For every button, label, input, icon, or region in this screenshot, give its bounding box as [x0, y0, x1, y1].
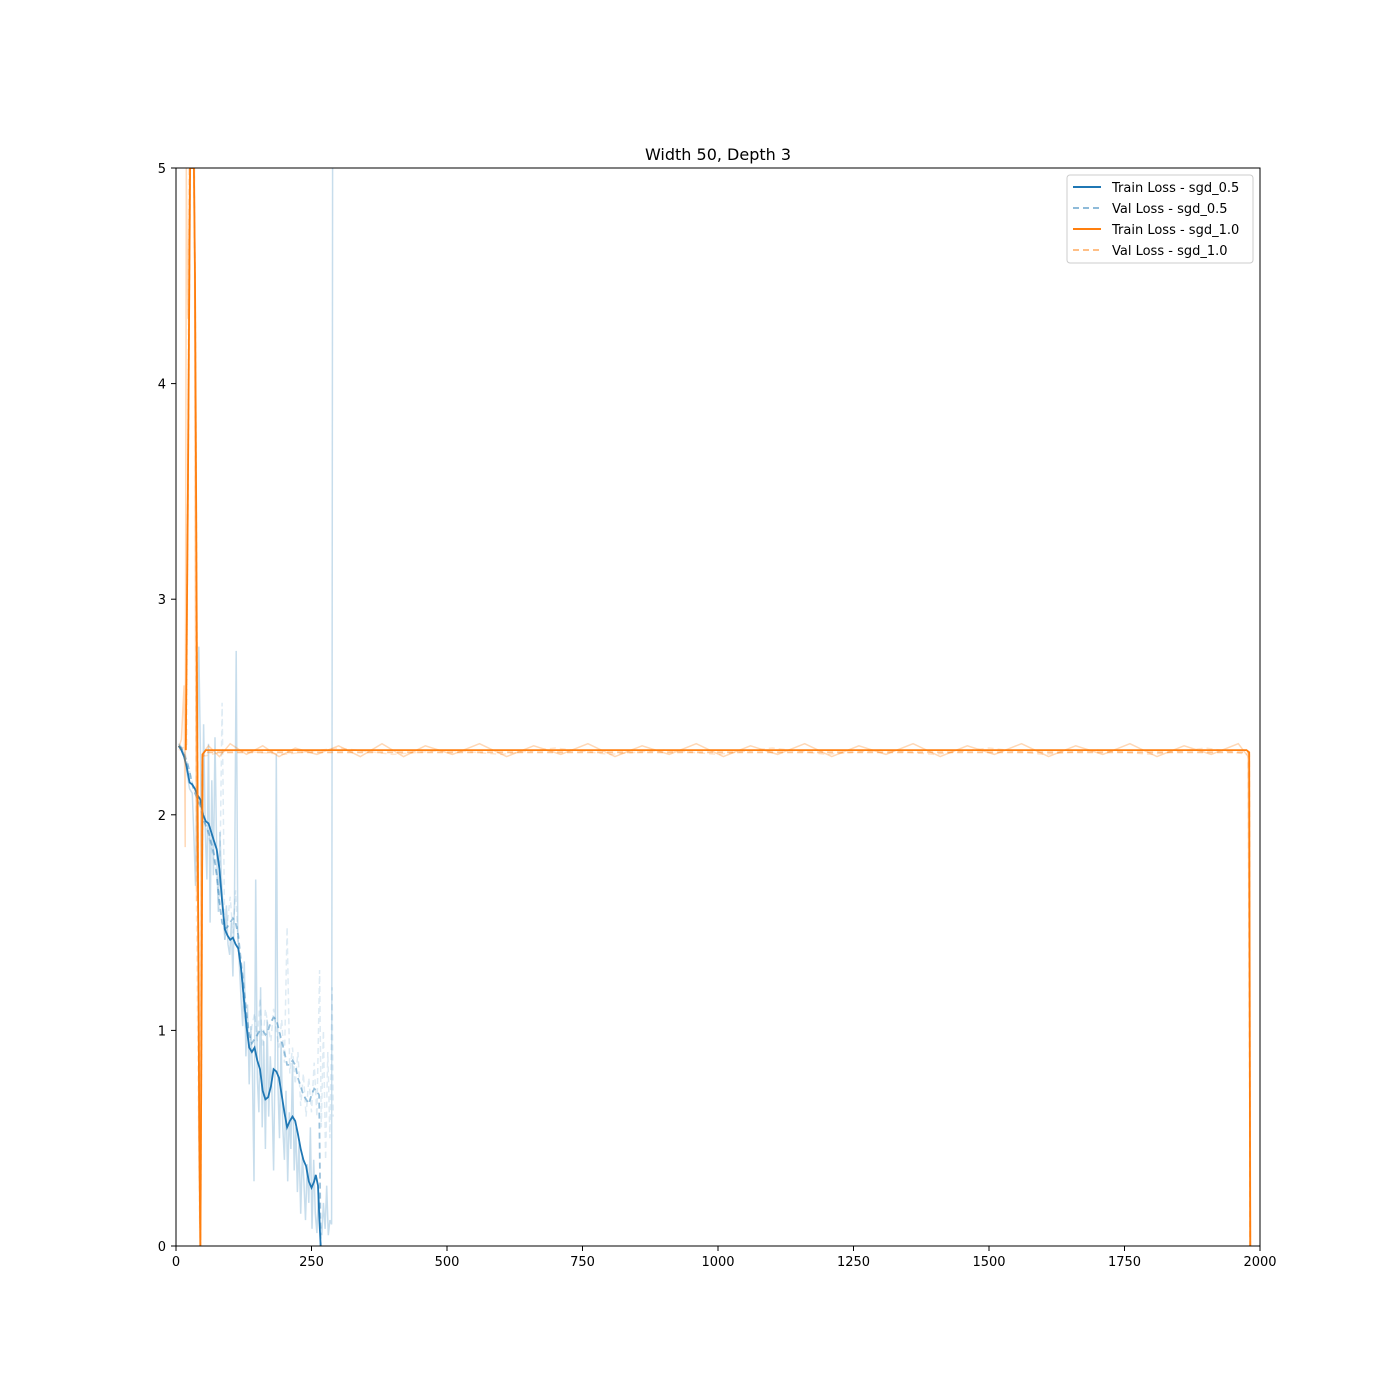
y-tick-label: 5	[158, 162, 166, 177]
x-tick-label: 1750	[1108, 1255, 1141, 1270]
x-tick-label: 1500	[972, 1255, 1005, 1270]
legend-box	[1066, 174, 1254, 264]
x-tick-label: 500	[435, 1255, 460, 1270]
series-line-val-loss-sgd-1-0	[184, 168, 1252, 1246]
x-tick-label: 1000	[701, 1255, 734, 1270]
x-tick-label: 2000	[1243, 1255, 1276, 1270]
x-tick-label: 1250	[837, 1255, 870, 1270]
y-tick-label: 4	[158, 378, 166, 393]
y-tick-label: 0	[158, 1240, 166, 1255]
x-tick-label: 0	[172, 1255, 180, 1270]
x-tick-label: 750	[570, 1255, 595, 1270]
plot-lines	[177, 168, 1252, 1246]
legend-label-train-loss-sgd-0-5: Train Loss - sgd_0.5	[1111, 181, 1239, 196]
legend-label-val-loss-sgd-1-0: Val Loss - sgd_1.0	[1112, 244, 1228, 259]
series-raw-val-loss-sgd-0-5	[178, 702, 334, 1160]
chart-title: Width 50, Depth 3	[645, 145, 791, 164]
y-tick-label: 3	[158, 593, 166, 608]
legend-label-train-loss-sgd-1-0: Train Loss - sgd_1.0	[1111, 223, 1239, 238]
series-raw-val-loss-sgd-1-0	[178, 168, 1251, 1246]
series-raw-train-loss-sgd-0-5	[178, 168, 334, 1236]
legend: Train Loss - sgd_0.5 Val Loss - sgd_0.5 Tr…	[1066, 174, 1254, 264]
x-tick-label: 250	[299, 1255, 324, 1270]
y-tick-label: 2	[158, 809, 166, 824]
legend-label-val-loss-sgd-0-5: Val Loss - sgd_0.5	[1112, 202, 1228, 217]
series-raw-train-loss-sgd-1-0	[177, 168, 1252, 1246]
y-tick-label: 1	[158, 1024, 166, 1039]
series-line-train-loss-sgd-1-0	[184, 168, 1252, 1246]
y-axis: 0 1 2 3 4 5	[158, 162, 176, 1255]
x-axis: 0 250 500 750 1000 1250 1500 1750 2000	[172, 1246, 1277, 1270]
